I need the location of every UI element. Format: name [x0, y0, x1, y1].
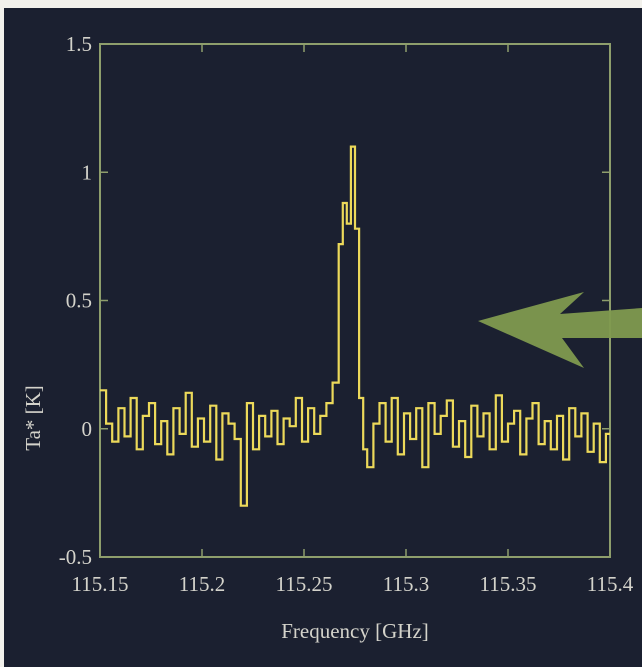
y-axis-tick-labels: -0.5 0 0.5 1 1.5	[59, 32, 92, 569]
y-tick-label: -0.5	[59, 545, 92, 569]
y-tick-label: 1	[82, 160, 93, 184]
y-axis-label: Ta* [K]	[21, 385, 45, 451]
y-tick-label: 0.5	[66, 289, 92, 313]
x-axis-label: Frequency [GHz]	[281, 619, 429, 643]
x-tick-label: 115.35	[480, 572, 537, 596]
figure-panel: 115.15 115.2 115.25 115.3 115.35 115.4 -0.5 0 0…	[4, 8, 642, 667]
x-tick-label: 115.15	[72, 572, 129, 596]
x-tick-label: 115.2	[179, 572, 225, 596]
x-axis-tick-labels: 115.15 115.2 115.25 115.3 115.35 115.4	[72, 572, 634, 596]
arrow-annotation-shape	[478, 292, 642, 368]
x-tick-label: 115.25	[276, 572, 333, 596]
y-axis-ticks	[100, 43, 610, 558]
series-layer	[100, 145, 610, 507]
y-tick-label: 1.5	[66, 32, 92, 56]
x-tick-label: 115.4	[587, 572, 634, 596]
y-tick-label: 0	[82, 417, 93, 441]
x-tick-label: 115.3	[383, 572, 429, 596]
spectrum-line	[100, 145, 610, 507]
plot-frame	[99, 43, 611, 558]
spectrum-plot: 115.15 115.2 115.25 115.3 115.35 115.4 -0.5 0 0…	[21, 32, 642, 643]
x-axis-ticks	[99, 44, 611, 557]
arrow-annotation	[478, 292, 642, 368]
